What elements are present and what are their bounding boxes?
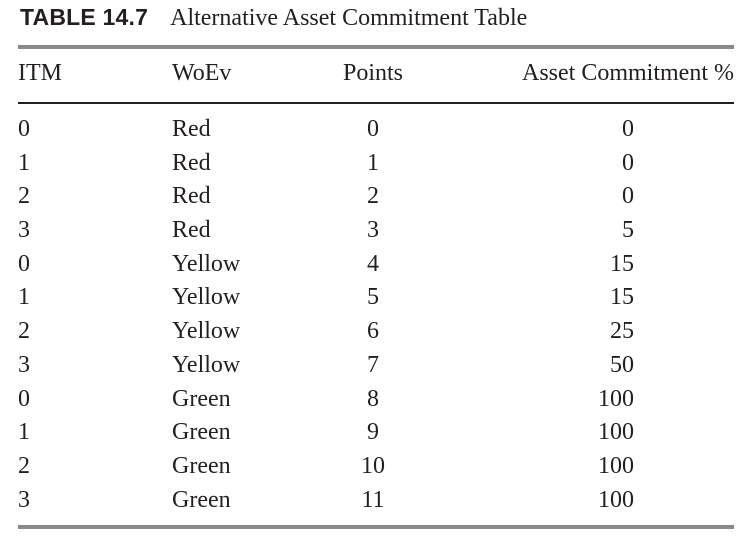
cell-points: 5 bbox=[367, 284, 379, 311]
cell-woev: Green bbox=[172, 385, 231, 412]
table-row: 2 Red 2 0 bbox=[18, 180, 734, 214]
cell-itm: 0 bbox=[18, 250, 30, 277]
cell-asset-commitment: 0 bbox=[622, 149, 634, 176]
table-title: Alternative Asset Commitment Table bbox=[170, 5, 528, 31]
table-row: 3 Red 3 5 bbox=[18, 214, 734, 248]
table-header-row: ITM WoEv Points Asset Commitment % bbox=[18, 60, 734, 96]
cell-woev: Green bbox=[172, 452, 231, 479]
table-row: 3 Green 11 100 bbox=[18, 484, 734, 518]
cell-itm: 1 bbox=[18, 419, 30, 446]
cell-asset-commitment: 5 bbox=[622, 217, 634, 244]
table-row: 0 Green 8 100 bbox=[18, 383, 734, 417]
cell-woev: Red bbox=[172, 217, 211, 244]
cell-woev: Red bbox=[172, 183, 211, 210]
cell-asset-commitment: 100 bbox=[598, 452, 634, 479]
cell-itm: 3 bbox=[18, 217, 30, 244]
table-row: 2 Yellow 6 25 bbox=[18, 315, 734, 349]
table-row: 1 Yellow 5 15 bbox=[18, 281, 734, 315]
cell-woev: Red bbox=[172, 149, 211, 176]
cell-woev: Yellow bbox=[172, 284, 241, 311]
cell-points: 4 bbox=[367, 250, 379, 277]
cell-points: 0 bbox=[367, 116, 379, 142]
cell-points: 2 bbox=[367, 183, 379, 210]
bottom-rule bbox=[18, 525, 734, 529]
cell-points: 8 bbox=[367, 385, 379, 412]
cell-woev: Green bbox=[172, 419, 231, 446]
cell-points: 1 bbox=[367, 149, 379, 176]
table-row: 1 Green 9 100 bbox=[18, 416, 734, 450]
cell-woev: Green bbox=[172, 486, 231, 513]
cell-asset-commitment: 0 bbox=[622, 116, 634, 142]
cell-itm: 0 bbox=[18, 385, 30, 412]
cell-itm: 3 bbox=[18, 486, 30, 513]
cell-asset-commitment: 100 bbox=[598, 486, 634, 513]
header-points: Points bbox=[342, 60, 404, 86]
cell-asset-commitment: 0 bbox=[622, 183, 634, 210]
table-row: 2 Green 10 100 bbox=[18, 450, 734, 484]
cell-itm: 3 bbox=[18, 351, 30, 378]
cell-itm: 1 bbox=[18, 284, 30, 311]
cell-asset-commitment: 50 bbox=[610, 351, 634, 378]
cell-woev: Red bbox=[172, 116, 211, 142]
table-row: 1 Red 1 0 bbox=[18, 147, 734, 181]
cell-itm: 2 bbox=[18, 318, 30, 345]
cell-itm: 2 bbox=[18, 452, 30, 479]
header-itm: ITM bbox=[18, 60, 62, 86]
table-row: 0 Red 0 0 bbox=[18, 113, 734, 147]
cell-itm: 0 bbox=[18, 116, 30, 142]
cell-woev: Yellow bbox=[172, 318, 241, 345]
header-rule bbox=[18, 102, 734, 104]
cell-itm: 1 bbox=[18, 149, 30, 176]
cell-asset-commitment: 25 bbox=[610, 318, 634, 345]
cell-asset-commitment: 100 bbox=[598, 385, 634, 412]
cell-itm: 2 bbox=[18, 183, 30, 210]
table-row: 3 Yellow 7 50 bbox=[18, 349, 734, 383]
cell-asset-commitment: 15 bbox=[610, 284, 634, 311]
cell-points: 3 bbox=[367, 217, 379, 244]
header-woev: WoEv bbox=[172, 60, 232, 86]
header-asset-commitment: Asset Commitment % bbox=[522, 60, 734, 86]
cell-points: 10 bbox=[361, 452, 385, 479]
cell-woev: Yellow bbox=[172, 351, 241, 378]
cell-points: 9 bbox=[367, 419, 379, 446]
table-body: 0 Red 0 0 1 Red 1 0 2 Red 2 0 3 Red 3 5 … bbox=[18, 113, 734, 517]
cell-points: 6 bbox=[367, 318, 379, 345]
cell-points: 7 bbox=[367, 351, 379, 378]
cell-points: 11 bbox=[361, 486, 385, 513]
cell-asset-commitment: 15 bbox=[610, 250, 634, 277]
cell-asset-commitment: 100 bbox=[598, 419, 634, 446]
top-rule bbox=[18, 45, 734, 49]
table-caption: TABLE 14.7 Alternative Asset Commitment … bbox=[20, 4, 527, 38]
table-row: 0 Yellow 4 15 bbox=[18, 248, 734, 282]
table-number: TABLE 14.7 bbox=[20, 4, 149, 30]
cell-woev: Yellow bbox=[172, 250, 241, 277]
